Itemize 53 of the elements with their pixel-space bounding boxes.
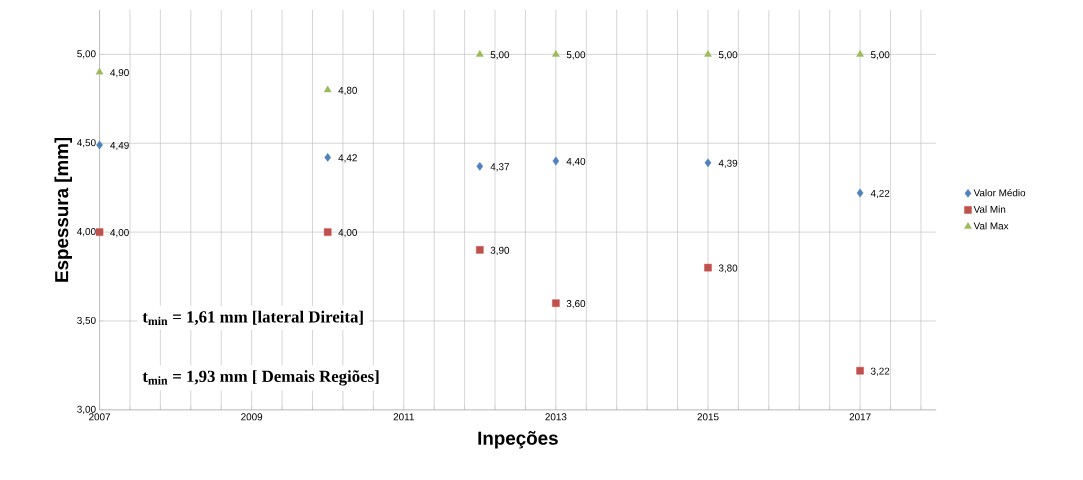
data-label: 4,42	[338, 154, 357, 163]
legend-label: Val Max	[973, 222, 1009, 230]
point	[476, 161, 484, 171]
point	[856, 366, 864, 375]
x-axis-title: Inpeções	[478, 430, 558, 449]
point	[324, 152, 332, 162]
x-tick-label: 2017	[849, 413, 871, 421]
data-label: 3,80	[718, 264, 738, 273]
x-tick-label: 2013	[545, 413, 567, 421]
data-label: 5,00	[718, 51, 738, 60]
point	[552, 49, 560, 57]
point	[552, 299, 560, 307]
point	[323, 228, 332, 236]
data-label: 3,90	[490, 246, 510, 255]
data-label: 4,22	[870, 189, 890, 198]
data-label: 4,80	[338, 86, 358, 95]
data-label: 4,90	[110, 68, 129, 78]
data-label: 4,00	[110, 228, 129, 238]
data-label: 4,40	[566, 157, 586, 166]
x-tick-label: 2011	[393, 413, 414, 421]
y-axis-title: Espessura [mm]	[54, 137, 72, 282]
data-label: 4,39	[718, 159, 738, 168]
point	[704, 158, 712, 167]
annotation: t$_{min}$ = 1,61 mm [lateral Direita]	[142, 310, 363, 325]
point	[323, 85, 332, 93]
point	[704, 263, 712, 272]
point	[856, 188, 864, 198]
point	[552, 156, 560, 166]
point	[95, 67, 104, 75]
x-tick-label: 2009	[241, 413, 263, 421]
point	[476, 245, 484, 254]
legend-label: Valor Médio	[973, 188, 1026, 197]
y-tick-label: 5,00	[77, 50, 96, 59]
y-tick-label: 3,50	[77, 316, 96, 325]
data-label: 5,00	[490, 51, 510, 60]
data-label: 5,00	[566, 51, 586, 60]
data-label: 3,22	[870, 367, 890, 376]
x-tick-label: 2007	[89, 413, 111, 421]
x-tick-label: 2015	[697, 413, 719, 421]
annotation: t$_{min}$ = 1,93 mm [ Demais Regiões]	[142, 369, 379, 386]
point	[704, 49, 712, 57]
point	[96, 140, 103, 150]
data-label: 4,37	[490, 163, 510, 172]
y-tick-label: 3,00	[77, 405, 96, 414]
y-tick-label: 4,50	[77, 138, 96, 148]
data-label: 3,60	[566, 299, 586, 309]
y-tick-label: 4,00	[77, 227, 96, 237]
data-label: 4,00	[338, 228, 358, 238]
data-label: 4,49	[110, 141, 129, 150]
data-label: 5,00	[870, 51, 890, 60]
point	[856, 49, 864, 57]
point	[476, 49, 484, 57]
legend-label: Val Min	[973, 205, 1006, 213]
